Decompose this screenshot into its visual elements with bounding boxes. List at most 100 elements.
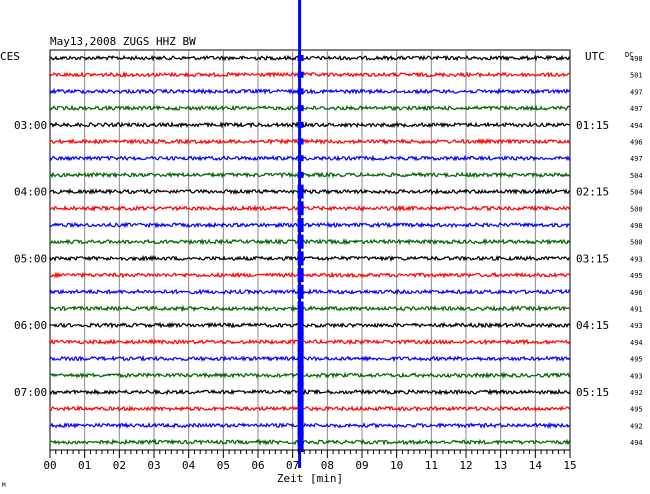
event-burst	[297, 301, 304, 316]
footer-mark: M	[2, 482, 6, 489]
time-label-ces: 03:00	[14, 119, 47, 132]
trace-13	[49, 271, 571, 279]
x-tick-label: 00	[43, 459, 56, 472]
trace-21	[49, 405, 571, 413]
grid	[49, 49, 571, 451]
event-burst	[297, 331, 304, 352]
event-burst	[297, 55, 304, 61]
dc-value: 492	[630, 389, 643, 397]
x-tick-label: 08	[321, 459, 334, 472]
dc-value: 495	[630, 406, 643, 414]
time-label-ces: 07:00	[14, 386, 47, 399]
event-burst	[297, 184, 304, 199]
trace-3	[49, 104, 571, 112]
dc-value: 497	[630, 105, 643, 113]
dc-value: 504	[630, 172, 643, 180]
x-tick-label: 04	[182, 459, 196, 472]
event-burst	[297, 415, 304, 436]
time-label-utc: 02:15	[576, 186, 609, 199]
trace-8	[49, 187, 571, 196]
trace-7	[49, 171, 571, 179]
event-burst	[297, 284, 304, 299]
event-burst	[297, 218, 304, 232]
x-tick-label: 12	[459, 459, 472, 472]
trace-20	[49, 388, 571, 396]
time-label-utc: 04:15	[576, 319, 609, 332]
trace-1	[49, 70, 571, 79]
trace-18	[49, 354, 571, 363]
trace-22	[49, 421, 571, 430]
trace-14	[49, 287, 571, 296]
dc-value: 493	[630, 372, 643, 380]
dc-value: 496	[630, 139, 643, 147]
event-burst	[297, 138, 304, 145]
event-burst	[297, 315, 304, 336]
dc-value: 500	[630, 205, 643, 213]
event-burst	[297, 71, 304, 78]
event-burst	[297, 171, 304, 178]
x-tick-label: 09	[355, 459, 368, 472]
x-tick-label: 10	[390, 459, 403, 472]
event-burst	[297, 234, 304, 249]
right-zone-label: UTC	[585, 50, 605, 63]
dc-value: 494	[630, 439, 643, 447]
x-tick-label: 02	[113, 459, 126, 472]
x-tick-label: 05	[217, 459, 230, 472]
dc-value: 496	[630, 289, 643, 297]
time-label-utc: 05:15	[576, 386, 609, 399]
event-burst	[297, 432, 304, 453]
dc-value: 493	[630, 322, 643, 330]
x-tick-label: 06	[251, 459, 264, 472]
trace-17	[49, 338, 571, 346]
trace-2	[49, 87, 571, 96]
trace-9	[49, 204, 571, 213]
dc-value: 494	[630, 339, 643, 347]
x-tick-label: 01	[78, 459, 91, 472]
dc-value: 495	[630, 356, 643, 364]
x-axis: 00 01 02 03 04 05 06 07 08 09 10 11 12 13 14 15	[43, 449, 577, 472]
x-tick-label: 14	[529, 459, 543, 472]
trace-5	[49, 137, 571, 146]
time-label-ces: 05:00	[14, 252, 47, 265]
event-burst	[297, 88, 304, 95]
event-burst	[297, 365, 304, 386]
x-axis-title: Zeit [min]	[277, 472, 343, 485]
time-label-ces: 06:00	[14, 319, 47, 332]
event-burst	[297, 382, 304, 402]
event-burst	[297, 121, 304, 128]
trace-4	[49, 121, 571, 129]
event-burst	[297, 155, 304, 162]
event-burst	[297, 251, 304, 266]
left-zone-label: CES	[0, 50, 20, 63]
time-label-ces: 04:00	[14, 186, 47, 199]
dc-value: 498	[630, 222, 643, 230]
dc-value: 504	[630, 189, 643, 197]
x-tick-label: 15	[563, 459, 576, 472]
dc-header: DC	[625, 51, 633, 59]
trace-19	[49, 371, 571, 380]
x-tick-label: 07	[286, 459, 299, 472]
x-tick-label: 11	[425, 459, 438, 472]
station-title: May13,2008 ZUGS HHZ BW	[50, 35, 196, 48]
trace-group	[49, 54, 571, 446]
time-label-utc: 01:15	[576, 119, 609, 132]
trace-6	[49, 154, 571, 162]
trace-23	[49, 438, 571, 446]
trace-0	[49, 54, 571, 62]
dc-value: 491	[630, 306, 643, 314]
time-label-group: 03:00 04:00 05:00 06:00 07:00 01:15 02:15 03:15…	[14, 55, 643, 447]
x-tick-label: 13	[494, 459, 507, 472]
dc-value: 497	[630, 155, 643, 163]
dc-value: 500	[630, 239, 643, 247]
dc-value: 501	[630, 72, 643, 80]
dc-value: 494	[630, 122, 643, 130]
dc-value: 498	[630, 55, 643, 63]
dc-value: 492	[630, 422, 643, 430]
trace-10	[49, 221, 571, 229]
trace-15	[49, 304, 571, 313]
dc-value: 497	[630, 88, 643, 96]
event-burst	[297, 105, 304, 112]
dc-value: 495	[630, 272, 643, 280]
dc-value: 493	[630, 255, 643, 263]
